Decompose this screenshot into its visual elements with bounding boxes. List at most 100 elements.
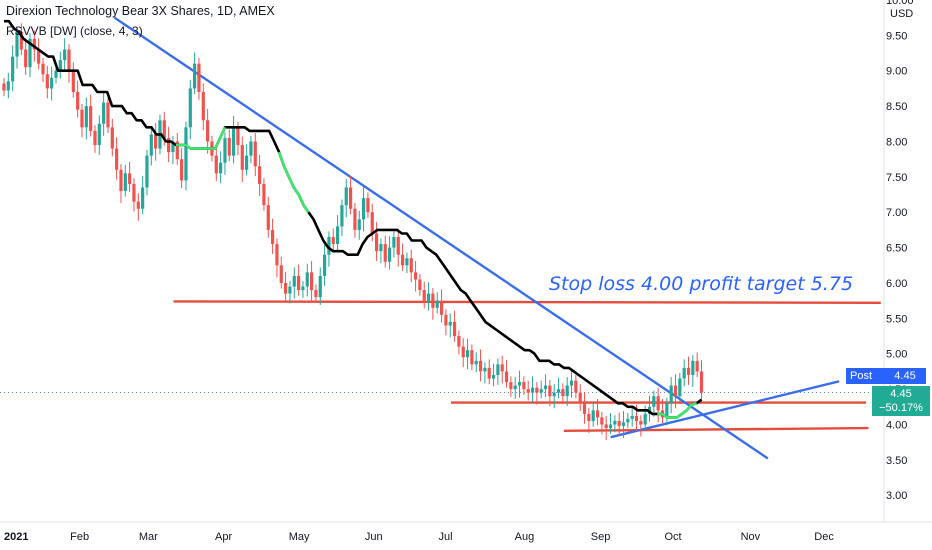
annotation-text[interactable]: Stop loss 4.00 profit target 5.75 [549, 273, 854, 295]
candle-body [357, 219, 361, 230]
candle-body [348, 187, 353, 209]
x-tick-label: Oct [664, 531, 681, 543]
candle-body [271, 229, 275, 245]
indicator-bull-segment [657, 402, 697, 419]
candle-body [331, 237, 335, 245]
candle-body [93, 130, 97, 146]
candle-body [387, 247, 392, 262]
candle-body [535, 387, 539, 393]
y-tick-label: 6.00 [886, 278, 907, 290]
candle-body [595, 410, 600, 418]
candle-body [444, 314, 448, 326]
candle-body [162, 120, 166, 138]
candle-body [574, 380, 578, 393]
candle-body [665, 403, 669, 418]
x-tick-label: 2021 [4, 531, 28, 543]
candle-body [496, 364, 500, 375]
candle-body [258, 166, 262, 184]
candle-body [682, 367, 686, 379]
chart-title[interactable]: Direxion Technology Bear 3X Shares, 1D, … [6, 4, 275, 18]
candle-body [673, 385, 678, 397]
candle-body [470, 350, 474, 365]
candle-body [344, 187, 348, 206]
candle-body [517, 382, 522, 386]
candle-body [383, 244, 387, 262]
y-tick-label: 6.50 [886, 243, 907, 255]
candle-body [374, 233, 379, 252]
candle-body [600, 417, 604, 425]
candle-body [483, 367, 487, 372]
candle-body [652, 396, 656, 407]
candle-body [296, 275, 301, 291]
candle-body [422, 290, 426, 301]
x-tick-label: Feb [70, 531, 89, 543]
candle-body [366, 198, 370, 213]
indicator-line [4, 19, 703, 419]
candle-body [491, 374, 496, 379]
candle-body [6, 81, 10, 91]
candle-body [50, 77, 54, 89]
candle-body [452, 321, 457, 337]
candle-body [361, 198, 366, 220]
candle-body [67, 49, 71, 71]
candle-body [223, 137, 227, 163]
candle-body [305, 272, 309, 287]
currency-label: USD [890, 8, 913, 20]
candle-body [426, 293, 431, 301]
candle-body [678, 378, 682, 397]
candle-body [621, 422, 626, 426]
candle-body [236, 127, 240, 146]
candle-body [71, 70, 75, 92]
candle-body [699, 371, 704, 393]
candle-body [656, 396, 660, 411]
candle-body [188, 88, 192, 128]
y-tick-label: 9.00 [886, 66, 907, 78]
currency-text: USD [890, 8, 914, 20]
candle-body [249, 141, 253, 156]
candle-body [565, 385, 569, 397]
candle-body [206, 120, 210, 142]
y-tick-label: 10.00 [886, 0, 914, 7]
candle-body [128, 173, 132, 184]
candle-body [63, 49, 67, 61]
post-market-price: 4.45 [884, 368, 926, 384]
candle-body [149, 134, 153, 156]
candle-body [578, 392, 582, 404]
resistance-line [173, 300, 881, 305]
post-market-label: Post [846, 368, 888, 384]
candle-body [180, 159, 184, 181]
candle-body [448, 321, 452, 326]
candle-body [318, 275, 322, 298]
candle-body [340, 205, 344, 227]
candle-body [89, 106, 93, 131]
candle-body [145, 155, 149, 188]
candle-body [556, 389, 561, 393]
candle-body [54, 70, 58, 78]
candle-body [604, 424, 608, 429]
candle-body [608, 424, 613, 429]
candle-body [322, 254, 327, 276]
candle-body [132, 183, 136, 202]
candle-body [253, 141, 257, 167]
candle-body [136, 201, 140, 209]
candle-body [435, 300, 439, 308]
candle-body [418, 279, 422, 291]
y-tick-label: 9.50 [886, 30, 907, 42]
candle-body [630, 416, 634, 419]
downtrend-line [113, 16, 769, 460]
y-tick-label: 7.50 [886, 172, 907, 184]
candle-body [15, 31, 19, 57]
candle-body [288, 286, 292, 294]
candle-body [245, 155, 249, 170]
candle-body [193, 63, 197, 89]
indicator-legend[interactable]: RSVVB [DW] (close, 4, 3) [6, 24, 143, 38]
candle-body [379, 244, 383, 252]
candle-body [392, 237, 396, 248]
candle-body [76, 91, 80, 110]
candle-body [2, 83, 6, 91]
candle-body [119, 169, 123, 192]
candle-body [409, 258, 413, 273]
candle-body [552, 392, 556, 397]
